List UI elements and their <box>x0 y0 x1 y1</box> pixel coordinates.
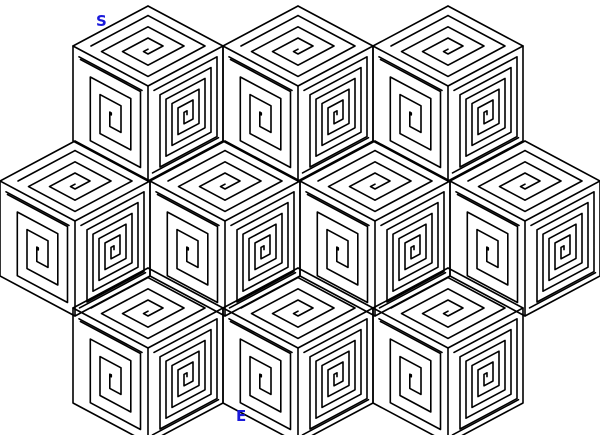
cube-4 <box>0 140 151 317</box>
right-face-wall <box>451 398 520 435</box>
cube-3 <box>372 5 524 182</box>
right-face-spiral <box>303 55 368 168</box>
right-face-spiral <box>80 191 145 303</box>
right-face-wall <box>378 271 447 309</box>
left-face-spiral <box>379 58 442 169</box>
right-face-spiral <box>453 55 518 168</box>
left-face-wall <box>155 191 220 227</box>
top-face-wall <box>467 149 526 182</box>
left-face-spiral <box>229 58 292 169</box>
start-label: S <box>96 12 107 30</box>
right-face-wall <box>78 271 147 309</box>
cube-9 <box>222 267 374 435</box>
cube-2 <box>222 5 374 182</box>
top-face-spiral <box>400 276 506 340</box>
right-face-spiral <box>530 191 595 303</box>
right-face-spiral <box>153 55 218 168</box>
left-face-wall <box>455 191 520 227</box>
top-face-wall <box>240 14 299 47</box>
left-face-spiral <box>6 193 69 304</box>
left-face-spiral <box>229 320 292 431</box>
top-face-wall <box>240 276 299 309</box>
cube-10 <box>372 267 524 435</box>
top-face-wall <box>17 149 76 182</box>
top-face-wall <box>167 149 226 182</box>
right-face-wall <box>228 271 297 309</box>
top-face-spiral <box>250 14 356 78</box>
top-face-spiral <box>100 14 206 78</box>
right-face-wall <box>301 398 370 435</box>
right-face-spiral <box>153 317 218 430</box>
left-face-wall <box>5 191 70 227</box>
left-face-spiral <box>79 320 142 431</box>
top-face-spiral <box>177 149 283 213</box>
end-label: E <box>236 407 246 425</box>
left-face-spiral <box>156 193 219 304</box>
top-face-spiral <box>250 276 356 340</box>
left-face-spiral <box>306 193 369 304</box>
left-face-wall <box>228 55 293 92</box>
top-face-wall <box>390 14 449 47</box>
left-face-spiral <box>379 320 442 431</box>
left-face-wall <box>228 317 293 354</box>
left-face-spiral <box>456 193 519 304</box>
top-face-spiral <box>477 149 583 213</box>
top-face-spiral <box>400 14 506 78</box>
right-face-spiral <box>380 191 445 303</box>
maze-cubes <box>0 5 600 435</box>
cube-1 <box>72 5 224 182</box>
cube-7 <box>449 140 600 317</box>
top-face-wall <box>90 14 149 47</box>
left-face-wall <box>378 317 443 354</box>
cube-5 <box>149 140 301 317</box>
left-face-wall <box>78 55 143 92</box>
right-face-spiral <box>230 191 295 303</box>
left-face-spiral <box>79 58 142 169</box>
top-face-wall <box>90 276 149 309</box>
right-face-wall <box>151 136 220 174</box>
left-face-wall <box>378 55 443 92</box>
right-face-wall <box>528 271 597 309</box>
left-face-wall <box>305 191 370 227</box>
right-face-wall <box>151 398 220 435</box>
top-face-wall <box>317 149 376 182</box>
right-face-wall <box>301 136 370 174</box>
right-face-spiral <box>453 317 518 430</box>
top-face-spiral <box>27 149 133 213</box>
right-face-wall <box>451 136 520 174</box>
left-face-wall <box>78 317 143 354</box>
top-face-spiral <box>100 276 206 340</box>
top-face-spiral <box>327 149 433 213</box>
top-face-wall <box>390 276 449 309</box>
right-face-spiral <box>303 317 368 430</box>
